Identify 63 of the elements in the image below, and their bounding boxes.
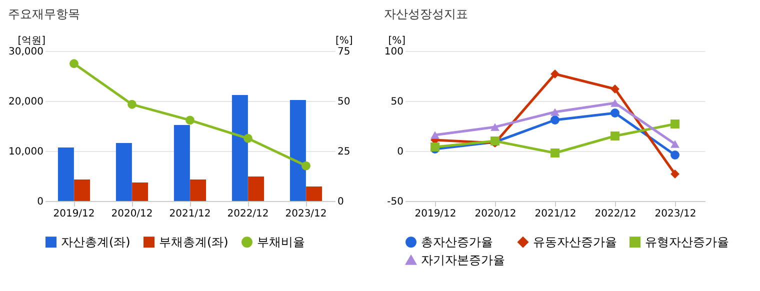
bar bbox=[290, 100, 306, 201]
point bbox=[550, 116, 560, 124]
y-tick-label: 0 bbox=[37, 196, 44, 208]
bar bbox=[248, 176, 264, 201]
point bbox=[128, 100, 136, 109]
y2-axis-title: [%] bbox=[336, 36, 353, 46]
point bbox=[610, 132, 620, 140]
point bbox=[610, 99, 620, 107]
legend-label: 자산총계(좌) bbox=[61, 235, 130, 250]
y-axis-title: [억원] bbox=[18, 36, 46, 46]
point bbox=[302, 161, 310, 170]
x-tick-label: 2020/12 bbox=[111, 208, 153, 220]
point bbox=[430, 131, 440, 139]
point bbox=[550, 148, 560, 158]
x-tick-label: 2019/12 bbox=[53, 208, 95, 220]
chart-title: 주요재무항목 bbox=[8, 7, 80, 21]
x-tick-label: 2021/12 bbox=[169, 208, 211, 220]
point bbox=[670, 120, 680, 128]
bar bbox=[174, 125, 190, 201]
bar bbox=[74, 180, 90, 201]
point bbox=[550, 70, 560, 78]
bar bbox=[132, 182, 148, 201]
legend-label: 유동자산증가율 bbox=[533, 235, 617, 250]
legend-label: 부채비율 bbox=[257, 235, 305, 250]
bar bbox=[116, 143, 132, 201]
point bbox=[244, 134, 252, 143]
point bbox=[70, 59, 78, 68]
legend-label: 총자산증가율 bbox=[421, 235, 493, 250]
y2-tick-label: 0 bbox=[338, 196, 344, 208]
y-axis-title: [%] bbox=[388, 36, 406, 46]
bar bbox=[232, 95, 248, 201]
x-tick-label: 2023/12 bbox=[654, 208, 696, 220]
legend-label: 부채총계(좌) bbox=[159, 235, 228, 250]
bar bbox=[306, 186, 322, 201]
y2-tick-label: 50 bbox=[338, 96, 350, 108]
y-tick-label: 100 bbox=[384, 46, 404, 58]
y-tick-label: 30,000 bbox=[8, 46, 44, 58]
bar bbox=[58, 148, 74, 201]
x-tick-label: 2019/12 bbox=[414, 208, 456, 220]
x-tick-label: 2022/12 bbox=[594, 208, 636, 220]
chart-title: 자산성장성지표 bbox=[384, 7, 468, 21]
point bbox=[670, 140, 680, 148]
point bbox=[550, 108, 560, 116]
y-tick-label: 20,000 bbox=[8, 96, 44, 108]
point bbox=[670, 170, 680, 178]
x-tick-label: 2023/12 bbox=[285, 208, 327, 220]
point bbox=[670, 150, 680, 160]
point bbox=[610, 84, 620, 94]
point bbox=[610, 108, 620, 118]
x-tick-label: 2022/12 bbox=[227, 208, 269, 220]
legend-label: 자기자본증가율 bbox=[421, 253, 505, 267]
point bbox=[490, 123, 500, 131]
legend-label: 유형자산증가율 bbox=[645, 235, 729, 250]
y2-tick-label: 25 bbox=[338, 146, 350, 158]
bar bbox=[190, 180, 206, 201]
x-tick-label: 2020/12 bbox=[474, 208, 516, 220]
y-tick-label: -50 bbox=[387, 196, 404, 208]
y-tick-label: 10,000 bbox=[8, 146, 44, 158]
x-tick-label: 2021/12 bbox=[534, 208, 576, 220]
y-tick-label: 0 bbox=[397, 146, 404, 158]
y2-tick-label: 75 bbox=[338, 46, 350, 58]
point bbox=[186, 116, 194, 125]
y-tick-label: 50 bbox=[390, 96, 404, 108]
